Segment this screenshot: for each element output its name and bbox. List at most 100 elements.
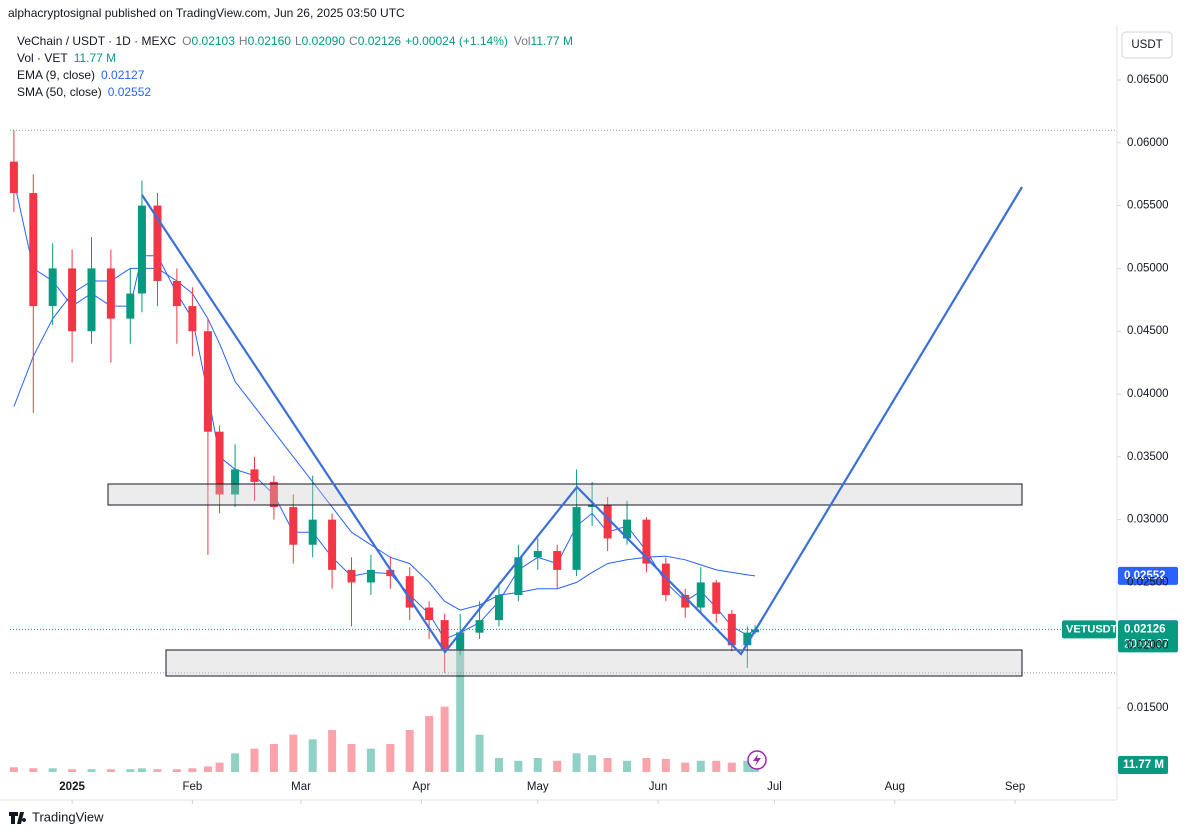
countdown: 20:09:07 (1124, 638, 1169, 650)
x-tick-label: Feb (182, 781, 202, 793)
candle-body (681, 594, 690, 608)
event-bolt (753, 754, 761, 766)
candle-body (172, 280, 181, 307)
volume-bar (623, 760, 632, 772)
legend-value: 11.77 M (74, 51, 116, 65)
candle-body (743, 632, 752, 646)
price-tag-label: 0.02552 (1124, 570, 1166, 582)
y-tick-label: 0.06000 (1127, 137, 1169, 149)
volume-bar (203, 766, 212, 772)
volume-bar (661, 758, 670, 772)
volume-bar (743, 760, 752, 772)
candle-body (405, 576, 414, 608)
candle-body (712, 582, 721, 614)
volume-bar (681, 762, 690, 772)
candle-body (215, 431, 224, 495)
candle-body (188, 306, 197, 332)
volume-bar (712, 760, 721, 772)
vol-value: 11.77 M (531, 34, 573, 48)
volume-bar (727, 762, 736, 772)
candle-body (456, 632, 465, 650)
x-tick-label: Apr (412, 781, 430, 793)
candle-body (572, 507, 581, 570)
legend-value: 0.02127 (101, 68, 145, 82)
x-tick-label: May (527, 781, 549, 793)
candle-body (153, 205, 162, 281)
volume-bar (533, 758, 542, 772)
price-tag-label: 0.02126 (1124, 623, 1166, 635)
candle-body (727, 613, 736, 646)
x-tick-label: 2025 (59, 781, 85, 793)
candle-body (588, 504, 597, 508)
volume-bar (494, 758, 503, 772)
x-tick-label: Mar (291, 781, 311, 793)
volume-bar (696, 760, 705, 772)
legend-volume: Vol · VET 11.77 M (17, 51, 116, 65)
candle-body (289, 507, 298, 545)
y-tick-label: 0.06500 (1127, 74, 1169, 86)
projection-path (141, 186, 1023, 656)
volume-bar (572, 753, 581, 772)
plot-area (9, 79, 1121, 804)
logo (9, 812, 27, 824)
change: +0.00024 (+1.14%) (405, 34, 508, 48)
volume-bar (603, 758, 612, 772)
publisher: alphacryptosignal published on TradingVi… (8, 6, 405, 20)
currency-button[interactable] (1121, 31, 1173, 59)
candle-body (328, 519, 337, 570)
candle-body (553, 551, 562, 570)
x-tick-label: Aug (885, 781, 905, 793)
ohlc-value: 0.02126 (358, 34, 402, 48)
volume-bar (514, 760, 523, 772)
ohlc-key: C (349, 34, 358, 48)
volume-bar (250, 748, 259, 772)
ohlc-value: 0.02160 (248, 34, 292, 48)
price-tags: 0.021270.02552VETUSDT0.0212620:09:0711.7… (1062, 566, 1178, 774)
candle-body (106, 268, 115, 319)
symbol-tag-label: VETUSDT (1066, 623, 1118, 635)
candle-body (137, 205, 146, 294)
candle-body (9, 161, 18, 194)
volume-bar (269, 744, 278, 772)
volume-bar (87, 769, 96, 772)
symbol: VeChain / USDT · 1D · MEXC (17, 34, 176, 48)
legend-name: Vol · VET (17, 51, 68, 65)
candle-body (475, 620, 484, 633)
volume-tag-label: 11.77 M (1123, 759, 1164, 771)
volume-bar (642, 758, 651, 772)
volume-bar (440, 706, 449, 772)
y-tick-label: 0.02000 (1127, 639, 1169, 651)
x-tick-label: Jul (767, 781, 782, 793)
y-tick-label: 0.02500 (1127, 576, 1169, 588)
candle-body (386, 569, 395, 577)
candle-body (366, 569, 375, 583)
y-tick-label: 0.03500 (1127, 451, 1169, 463)
y-tick-label: 0.05000 (1127, 262, 1169, 274)
legend-ohlc: VeChain / USDT · 1D · MEXC O0.02103 H0.021… (17, 34, 573, 48)
price-tag (1118, 566, 1178, 585)
volume-tag (1118, 756, 1168, 774)
volume-bar (308, 739, 317, 772)
legend-ema: EMA (9, close) 0.02127 (17, 68, 145, 82)
volume-bar (456, 632, 465, 772)
volume-bar (29, 768, 38, 772)
volume-bar (386, 744, 395, 772)
volume-bar (172, 769, 181, 772)
price-tag (1118, 620, 1178, 653)
y-tick-label: 0.01500 (1127, 702, 1169, 714)
ohlc-key: O (182, 34, 191, 48)
legend-value: 0.02552 (108, 85, 152, 99)
volume-bar (475, 734, 484, 772)
volume-bar (231, 753, 240, 772)
candle-body (533, 551, 542, 558)
volume-bar (9, 767, 18, 772)
volume-bar (188, 768, 197, 772)
currency[interactable]: USDT (1131, 39, 1162, 51)
volume-bar (405, 730, 414, 772)
candle-body (87, 268, 96, 332)
ohlc-value: 0.02103 (192, 34, 236, 48)
volume-bar (48, 768, 57, 772)
volume-bar (289, 734, 298, 772)
vol-key: Vol (514, 34, 531, 48)
